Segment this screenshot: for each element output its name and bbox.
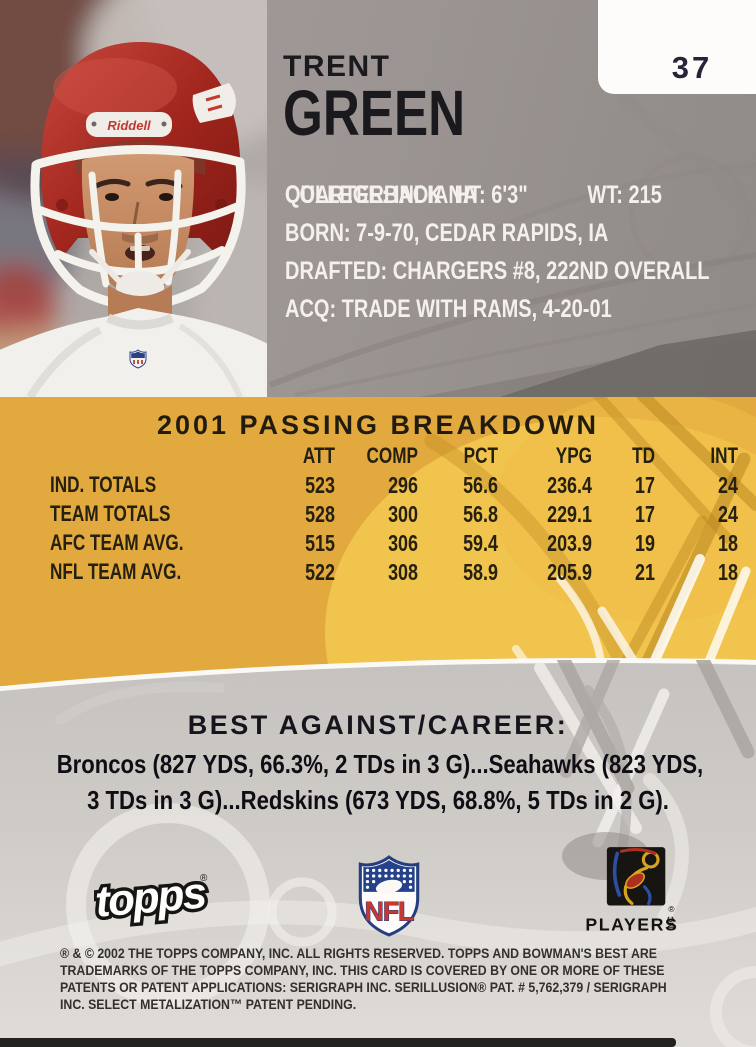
legal-line-3: PATENTS OR PATENT APPLICATIONS: SERIGRAP… <box>60 979 667 995</box>
bio-acquired: ACQ: TRADE WITH RAMS, 4-20-01 <box>285 295 612 323</box>
player-first-name: TRENT <box>283 50 391 83</box>
bio-height: HT: 6'3" <box>454 181 528 209</box>
topps-logo-art: topps ® <box>90 865 211 930</box>
bio-position: QUARTERBACK <box>285 181 442 209</box>
stats-section: 2001 PASSING BREAKDOWN ATT COMP PCT YPG … <box>0 397 756 1047</box>
legal-line-4: INC. SELECT METALIZATION™ PATENT PENDING… <box>60 996 357 1012</box>
bio-born: BORN: 7-9-70, CEDAR RAPIDS, IA <box>285 219 609 247</box>
bio-weight: WT: 215 <box>587 181 662 209</box>
best-against-heading: BEST AGAINST/CAREER: <box>187 710 569 740</box>
topps-logo: topps ® <box>90 865 214 930</box>
card-number-box: 37 <box>598 0 756 94</box>
best-against-line1: Broncos (827 YDS, 66.3%, 2 TDs in 3 G)..… <box>56 749 704 779</box>
players-inc-text: PLAYERS <box>586 915 678 935</box>
players-inc-suffix-text: INC <box>666 916 676 930</box>
best-against-line2: 3 TDs in 3 G)...Redskins (673 YDS, 68.8%… <box>87 785 669 815</box>
lower-section: BEST AGAINST/CAREER: Broncos (827 YDS, 6… <box>0 397 756 1047</box>
player-name: TRENT GREEN <box>283 50 511 149</box>
player-photo-art: Riddell <box>0 0 315 397</box>
nfl-shield-logo: NFL <box>356 855 422 937</box>
players-inc-registered-mark: ® <box>668 904 674 914</box>
legal-line-2: TRADEMARKS OF THE TOPPS COMPANY, INC. TH… <box>60 962 665 978</box>
player-last-name: GREEN <box>283 77 466 149</box>
player-photo: Riddell <box>0 0 315 397</box>
nfl-shield-stars <box>365 868 413 889</box>
player-bio: QUARTERBACK HT: 6'3" WT: 215 COLLEGE: IN… <box>285 176 755 328</box>
card-bottom-edge <box>0 1038 676 1047</box>
helmet-front-pad <box>86 112 172 137</box>
nfl-shield-art: NFL <box>358 855 420 937</box>
bio-drafted: DRAFTED: CHARGERS #8, 222ND OVERALL <box>285 257 710 285</box>
stats-row-label: TEAM TOTALS <box>50 501 171 526</box>
chiefs-arrowhead-logo <box>192 83 236 123</box>
jersey-nfl-mini-logo <box>129 349 147 369</box>
top-section: Riddell <box>0 0 756 397</box>
card-number: 37 <box>671 50 713 85</box>
legal-text-block: ® & © 2002 THE TOPPS COMPANY, INC. ALL R… <box>60 945 720 1013</box>
nfl-logo-text: NFL <box>365 897 414 927</box>
bio-college: COLLEGE: INDIANA <box>285 181 478 209</box>
players-inc-art: ® PLAYERS INC <box>585 847 678 935</box>
topps-logo-text: topps <box>94 868 207 926</box>
helmet-brand-label: Riddell <box>107 118 151 133</box>
stats-row-label: NFL TEAM AVG. <box>50 559 182 584</box>
nfl-shield-football <box>375 879 403 894</box>
stats-row-label: AFC TEAM AVG. <box>50 530 184 555</box>
topps-registered-mark: ® <box>200 873 208 884</box>
legal-line-1: ® & © 2002 THE TOPPS COMPANY, INC. ALL R… <box>60 945 658 961</box>
jersey <box>0 308 270 397</box>
stats-row-label: IND. TOTALS <box>50 472 157 497</box>
players-inc-logo: ® PLAYERS INC <box>585 845 682 941</box>
